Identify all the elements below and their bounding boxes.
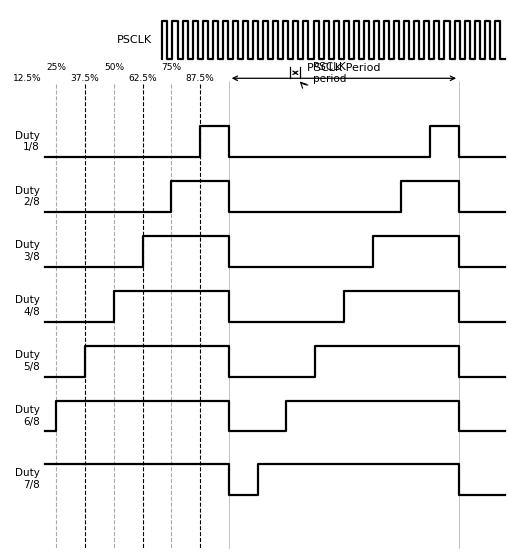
Text: Duty
4/8: Duty 4/8 <box>15 295 40 317</box>
Text: Duty
6/8: Duty 6/8 <box>15 405 40 427</box>
Text: 12.5%: 12.5% <box>13 73 42 83</box>
Text: 50%: 50% <box>104 63 124 72</box>
Text: 25%: 25% <box>46 63 66 72</box>
Text: PSCLK: PSCLK <box>117 35 152 45</box>
Text: PSCLK Period: PSCLK Period <box>307 63 381 73</box>
Text: Duty
1/8: Duty 1/8 <box>15 131 40 152</box>
Text: 62.5%: 62.5% <box>128 73 157 83</box>
Text: Duty
5/8: Duty 5/8 <box>15 351 40 372</box>
Text: PSCLK
period: PSCLK period <box>313 62 346 83</box>
Text: Duty
7/8: Duty 7/8 <box>15 469 40 490</box>
Text: 37.5%: 37.5% <box>71 73 100 83</box>
Text: 75%: 75% <box>161 63 181 72</box>
Text: Duty
2/8: Duty 2/8 <box>15 185 40 207</box>
Text: Duty
3/8: Duty 3/8 <box>15 241 40 262</box>
Text: 87.5%: 87.5% <box>186 73 214 83</box>
